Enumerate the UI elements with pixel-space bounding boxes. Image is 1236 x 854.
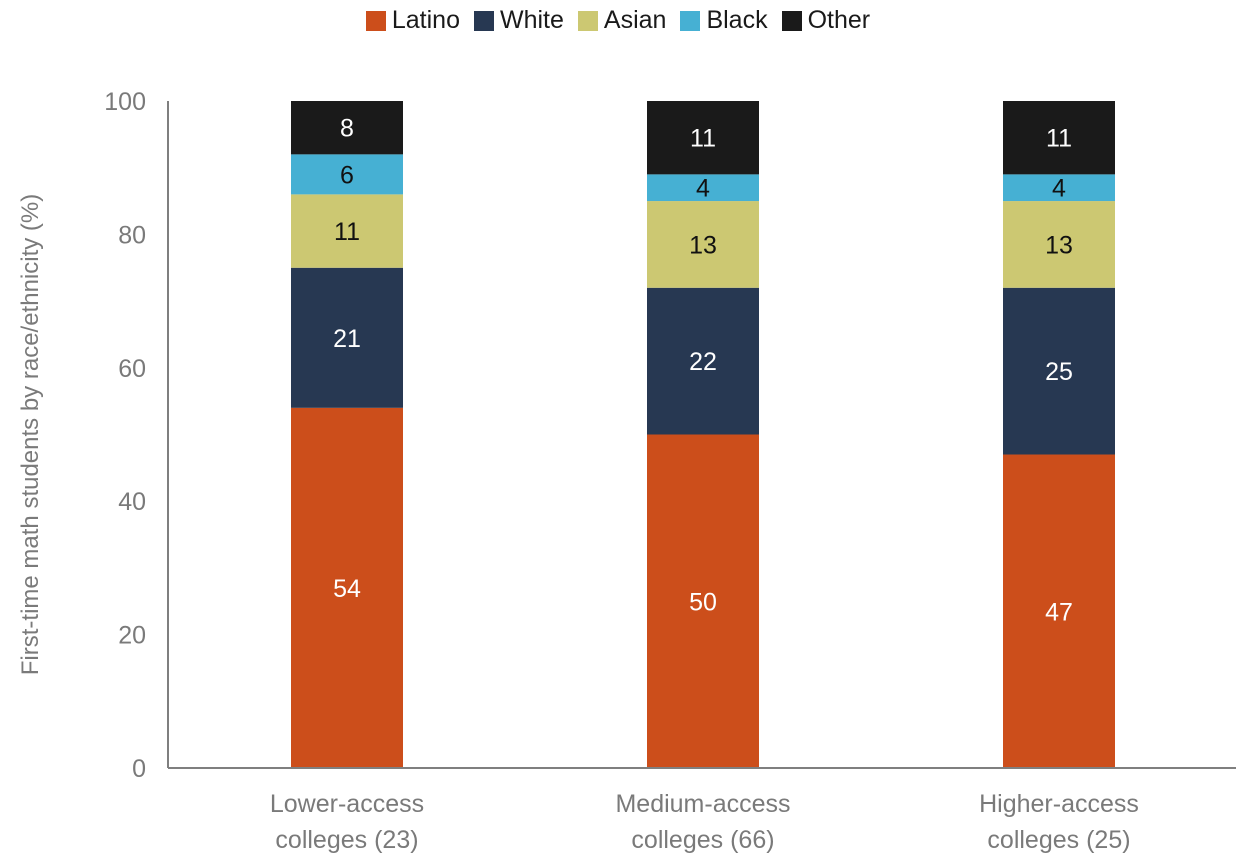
x-tick-label: Higher-access xyxy=(979,790,1139,818)
legend-label: Asian xyxy=(603,6,667,34)
data-label: 13 xyxy=(1045,231,1073,259)
chart-legend: Latino White Asian Black Other xyxy=(0,6,1236,35)
bar-segment-latino xyxy=(1003,454,1115,768)
bar-segment-asian xyxy=(291,194,403,268)
x-tick-label: colleges (25) xyxy=(987,826,1130,854)
legend-swatch xyxy=(474,10,494,31)
legend-item-white: White xyxy=(474,6,564,35)
y-axis-label: First-time math students by race/ethnici… xyxy=(17,194,44,675)
y-tick-label: 0 xyxy=(132,755,146,783)
legend-item-latino: Latino xyxy=(365,6,460,35)
bar-segment-asian xyxy=(647,201,759,288)
data-label: 54 xyxy=(333,575,361,603)
data-label: 22 xyxy=(689,348,717,376)
data-label: 6 xyxy=(340,161,354,189)
legend-swatch xyxy=(577,10,598,31)
bar-segment-asian xyxy=(1003,201,1115,288)
bar-segment-white xyxy=(647,287,759,435)
legend-label: Other xyxy=(807,6,871,34)
bar-segment-other xyxy=(647,101,759,175)
y-tick-label: 100 xyxy=(104,88,146,116)
data-label: 11 xyxy=(1046,125,1072,153)
legend-label: White xyxy=(500,6,564,34)
bar-segment-white xyxy=(1003,287,1115,455)
bar-segment-latino xyxy=(647,434,759,768)
x-tick-label: colleges (23) xyxy=(275,826,418,854)
legend-item-black: Black xyxy=(680,6,768,35)
data-label: 11 xyxy=(690,125,716,153)
y-tick-label: 20 xyxy=(118,622,146,650)
y-tick-label: 40 xyxy=(118,488,146,516)
bar-segment-white xyxy=(291,267,403,408)
data-label: 4 xyxy=(696,175,710,203)
data-label: 50 xyxy=(689,588,717,616)
bar-segment-latino xyxy=(291,407,403,768)
x-tick-label: Lower-access xyxy=(270,790,424,818)
data-label: 11 xyxy=(334,218,360,246)
bar-segment-black xyxy=(291,154,403,195)
legend-item-other: Other xyxy=(781,6,871,35)
data-label: 47 xyxy=(1045,598,1073,626)
data-label: 8 xyxy=(340,115,354,143)
bar-segment-other xyxy=(291,101,403,155)
y-tick-label: 80 xyxy=(118,221,146,249)
data-label: 25 xyxy=(1045,358,1073,386)
x-tick-label: Medium-access xyxy=(615,790,790,818)
bar-segment-black xyxy=(1003,174,1115,202)
legend-item-asian: Asian xyxy=(577,6,667,35)
legend-swatch xyxy=(781,10,802,31)
y-tick-label: 60 xyxy=(118,355,146,383)
bar-segment-black xyxy=(647,174,759,202)
data-label: 4 xyxy=(1052,175,1066,203)
x-tick-label: colleges (66) xyxy=(631,826,774,854)
legend-label: Latino xyxy=(391,6,460,34)
bar-segment-other xyxy=(1003,101,1115,175)
data-label: 21 xyxy=(333,325,361,353)
data-label: 13 xyxy=(689,231,717,259)
legend-swatch xyxy=(680,10,701,31)
legend-label: Black xyxy=(706,6,768,34)
legend-swatch xyxy=(365,10,386,31)
